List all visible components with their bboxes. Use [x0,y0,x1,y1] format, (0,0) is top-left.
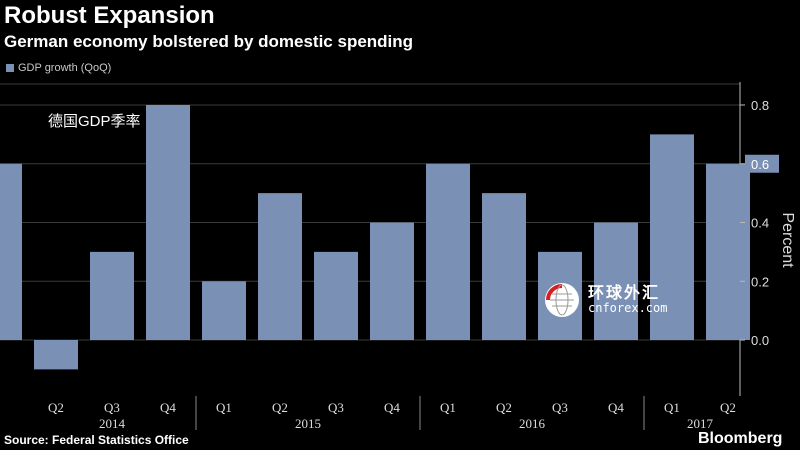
x-tick-label-13: Q2 [720,400,736,415]
last-value-box [745,154,779,173]
legend-swatch [6,64,14,72]
watermark: 环球外汇 cnforex.com [542,280,667,320]
x-tick-label-9: Q2 [496,400,512,415]
watermark-domain-text: cnforex.com [588,301,668,316]
bar-3 [146,105,190,340]
x-tick-label-2: Q3 [104,400,120,415]
x-year-label-1: 2015 [295,416,321,431]
x-year-label-0: 2014 [99,416,126,431]
x-tick-label-7: Q4 [384,400,400,415]
bar-6 [314,251,358,340]
bar-11 [594,222,638,340]
legend-label: GDP growth (QoQ) [18,62,112,74]
x-tick-label-3: Q4 [160,400,176,415]
y-tick-label-4: 0.8 [751,98,769,113]
bloomberg-logo: Bloomberg [698,430,783,447]
bar-7 [370,222,414,340]
last-value-label: 0.6 [751,157,769,172]
y-tick-label-0: 0.0 [751,333,769,348]
bar-13 [706,163,750,340]
x-year-label-2: 2016 [519,416,546,431]
chart-title: Robust Expansion [4,2,215,29]
x-tick-label-5: Q2 [272,400,288,415]
bar-1 [34,340,78,370]
bar-8 [426,163,470,340]
y-tick-label-2: 0.4 [751,216,769,231]
x-tick-label-12: Q1 [664,400,680,415]
chart-annotation: 德国GDP季率 [48,113,141,130]
globe-logo-icon [545,283,579,317]
bar-2 [90,251,134,340]
x-tick-label-10: Q3 [552,400,568,415]
bar-0 [0,163,22,340]
chart-subtitle: German economy bolstered by domestic spe… [4,32,414,51]
bar-12 [650,134,694,340]
source-note: Source: Federal Statistics Office [4,433,189,447]
x-tick-label-1: Q2 [48,400,64,415]
bar-5 [258,193,302,340]
y-axis-label: Percent [779,212,796,268]
watermark-chinese-text: 环球外汇 [588,284,661,302]
bar-9 [482,193,526,340]
x-tick-label-11: Q4 [608,400,624,415]
x-tick-label-4: Q1 [216,400,232,415]
x-year-label-3: 2017 [687,416,714,431]
x-tick-label-6: Q3 [328,400,344,415]
x-tick-label-8: Q1 [440,400,456,415]
bar-4 [202,281,246,340]
legend: GDP growth (QoQ) [6,62,111,74]
y-tick-label-1: 0.2 [751,274,769,289]
